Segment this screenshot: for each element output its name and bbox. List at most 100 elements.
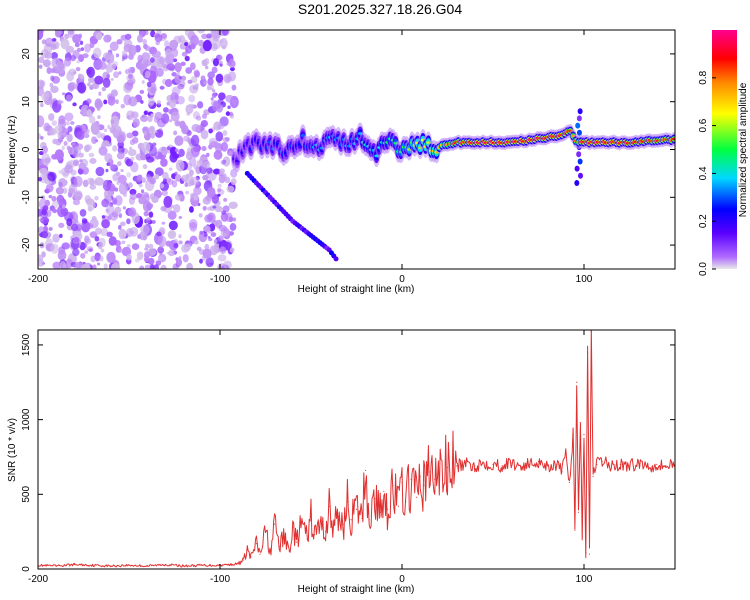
noise-cell — [116, 161, 122, 167]
noise-cell — [176, 149, 181, 153]
noise-cell — [208, 144, 213, 149]
snr-data-point — [379, 511, 381, 513]
noise-cell — [143, 110, 148, 116]
noise-cell — [50, 68, 56, 74]
noise-cell — [58, 222, 65, 229]
noise-cell — [82, 53, 89, 59]
noise-cell — [75, 224, 83, 232]
noise-cell — [190, 176, 200, 186]
noise-cell — [217, 254, 227, 262]
noise-cell — [126, 218, 131, 225]
noise-cell — [170, 204, 175, 209]
noise-cell — [114, 187, 119, 192]
noise-cell — [229, 223, 237, 231]
noise-cell — [72, 199, 81, 206]
noise-cell — [50, 43, 57, 51]
snr-data-point — [465, 463, 467, 466]
colorbar-tick-label: 0.0 — [698, 262, 709, 276]
noise-cell — [184, 55, 190, 62]
noise-cell — [115, 53, 120, 58]
snr-data-point — [337, 516, 339, 518]
noise-cell — [153, 264, 159, 269]
snr-data-point — [483, 462, 485, 464]
noise-cell — [148, 97, 155, 106]
bottom-x-axis: -200 -100 0 100 — [28, 330, 593, 585]
colorbar-tick-label: 0.2 — [698, 214, 709, 228]
snr-data-point — [183, 565, 185, 567]
spike-cell — [576, 151, 582, 158]
spike-cell — [577, 172, 583, 179]
noise-cell — [97, 115, 101, 120]
noise-cell — [51, 195, 57, 202]
snr-data-point — [383, 490, 385, 492]
noise-cell — [220, 212, 229, 222]
bottom-x-tick-label: -200 — [28, 574, 48, 585]
snr-data-point — [259, 553, 261, 555]
snr-data-point — [350, 519, 352, 521]
noise-cell — [67, 225, 73, 230]
noise-cell — [117, 174, 127, 184]
noise-cell — [74, 261, 83, 269]
noise-cell — [112, 173, 119, 182]
noise-cell — [73, 190, 83, 201]
colorbar-label: Normalized spectral amplitude — [738, 82, 749, 217]
noise-cell — [73, 237, 80, 243]
noise-cell — [57, 131, 65, 140]
noise-cell — [94, 227, 103, 235]
noise-cell — [132, 118, 140, 128]
noise-cell — [156, 231, 162, 237]
noise-cell — [129, 188, 137, 196]
noise-cell — [212, 141, 220, 149]
noise-cell — [210, 42, 218, 51]
noise-cell — [42, 225, 49, 233]
snr-data-point — [346, 501, 348, 503]
noise-cell — [154, 130, 158, 134]
noise-cell — [185, 67, 193, 74]
noise-cell — [182, 254, 189, 263]
noise-cell — [68, 187, 75, 194]
snr-data-point — [572, 433, 574, 436]
noise-cell — [107, 124, 111, 130]
colorbar-gradient — [712, 30, 737, 269]
noise-cell — [54, 124, 63, 135]
noise-cell — [64, 33, 70, 40]
noise-cell — [150, 86, 156, 94]
snr-data-point — [237, 563, 239, 565]
noise-cell — [44, 51, 53, 59]
noise-cell — [212, 205, 217, 209]
snr-data-point — [647, 465, 649, 467]
noise-cell — [196, 160, 203, 167]
noise-cell — [149, 57, 155, 63]
colorbar-tick-label: 0.6 — [698, 118, 709, 132]
noise-cell — [190, 43, 196, 50]
noise-cell — [140, 224, 150, 235]
noise-cell — [92, 264, 97, 269]
snr-data-point — [374, 498, 376, 500]
noise-cell — [171, 153, 180, 160]
noise-cell — [41, 208, 47, 216]
snr-data-point — [656, 463, 658, 466]
snr-data-point — [561, 471, 563, 473]
noise-cell — [174, 193, 182, 201]
noise-cell — [143, 251, 151, 259]
noise-cell — [72, 248, 80, 257]
noise-cell — [39, 167, 48, 175]
noise-cell — [89, 41, 95, 49]
noise-cell — [116, 180, 120, 185]
noise-cell — [219, 55, 223, 60]
noise-cell — [73, 175, 83, 187]
noise-cell — [163, 107, 169, 113]
noise-cell — [40, 102, 44, 108]
noise-cell — [86, 98, 92, 105]
snr-data-point — [386, 508, 389, 510]
noise-cell — [123, 44, 133, 52]
noise-cell — [166, 177, 171, 183]
noise-cell — [86, 223, 94, 230]
noise-cell — [208, 128, 213, 134]
noise-cell — [145, 174, 151, 180]
snr-data-point — [446, 466, 449, 469]
noise-cell — [55, 187, 64, 195]
noise-cell — [111, 262, 121, 269]
snr-data-point — [565, 451, 567, 454]
noise-cell — [44, 60, 51, 68]
